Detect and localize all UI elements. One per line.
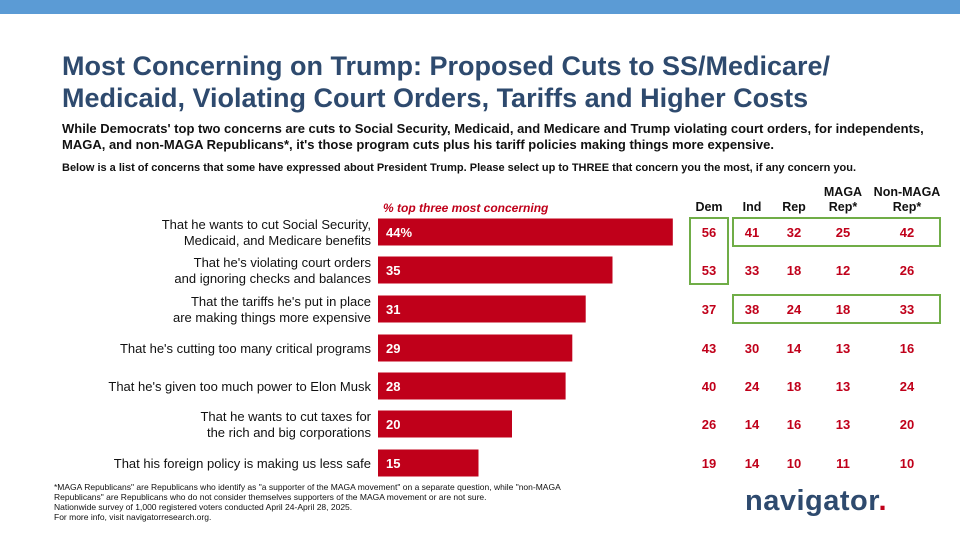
table-column-header: Non-MAGA Rep* — [867, 185, 947, 215]
table-cell-value: 24 — [787, 302, 802, 317]
bar-value-label: 31 — [386, 302, 400, 317]
category-label: That his foreign policy is making us les… — [114, 456, 371, 471]
highlight-box — [732, 217, 941, 247]
category-label-line: That his foreign policy is making us les… — [114, 456, 371, 471]
category-label: That he's violating court orders and igno… — [174, 255, 371, 286]
survey-question: Below is a list of concerns that some ha… — [62, 162, 857, 174]
title-line-2: Medicaid, Violating Court Orders, Tariff… — [62, 83, 809, 113]
table-cell-value: 33 — [745, 263, 759, 278]
table-cell-value: 10 — [900, 456, 914, 471]
bar — [378, 218, 673, 246]
bar-value-label: 35 — [386, 263, 400, 278]
category-label-line: That he's violating court orders — [194, 255, 372, 270]
table-cell-value: 24 — [745, 379, 760, 394]
bar — [378, 334, 573, 362]
category-label: That he's given too much power to Elon M… — [108, 379, 371, 394]
table-cell-value: 37 — [702, 302, 716, 317]
title-line-1: Most Concerning on Trump: Proposed Cuts … — [62, 51, 831, 81]
table-column-header: Rep — [754, 200, 834, 215]
table-column-header-line: Rep* — [828, 200, 858, 214]
category-label-line: and ignoring checks and balances — [174, 271, 371, 286]
table-cell-value: 38 — [745, 302, 759, 317]
category-label-line: That he's given too much power to Elon M… — [108, 379, 371, 394]
category-label: That he wants to cut Social Security, Med… — [162, 217, 372, 248]
page-title: Most Concerning on Trump: Proposed Cuts … — [62, 50, 922, 114]
table-cell-value: 30 — [745, 341, 759, 356]
footnote: *MAGA Republicans" are Republicans who i… — [54, 482, 654, 522]
table-cell-value: 42 — [900, 225, 914, 240]
table-cell-value: 41 — [745, 225, 759, 240]
table-cell-value: 14 — [745, 417, 760, 432]
bar — [378, 449, 479, 477]
table-column-header-line: Rep* — [892, 200, 922, 214]
table-cell-value: 53 — [702, 263, 716, 278]
table-cell-value: 13 — [836, 341, 850, 356]
category-label-line: That he wants to cut Social Security, — [162, 217, 371, 232]
table-column-header-line: Rep — [782, 200, 806, 214]
category-label-line: That he wants to cut taxes for — [200, 409, 371, 424]
table-cell-value: 16 — [787, 417, 801, 432]
category-label-line: That the tariffs he's put in place — [191, 294, 371, 309]
table-cell-value: 19 — [702, 456, 716, 471]
page-subtitle: While Democrats' top two concerns are cu… — [62, 121, 924, 152]
category-label-line: That he's cutting too many critical prog… — [120, 341, 372, 356]
footnote-line: For more info, visit navigatorresearch.o… — [54, 512, 212, 522]
category-label-line: the rich and big corporations — [207, 425, 372, 440]
category-label-line: Medicaid, and Medicare benefits — [184, 233, 372, 248]
highlight-box — [689, 217, 729, 285]
table-cell-value: 56 — [702, 225, 716, 240]
bar-value-label: 29 — [386, 341, 400, 356]
table-cell-value: 43 — [702, 341, 716, 356]
table-cell-value: 32 — [787, 225, 801, 240]
table-cell-value: 26 — [900, 263, 914, 278]
category-label: That he's cutting too many critical prog… — [120, 341, 372, 356]
bar-value-label: 15 — [386, 456, 400, 471]
table-column-header-line: Non-MAGA — [873, 185, 941, 199]
logo-dot: . — [878, 485, 887, 517]
bar — [378, 372, 566, 400]
table-cell-value: 13 — [836, 379, 850, 394]
footnote-line: Nationwide survey of 1,000 registered vo… — [54, 502, 353, 512]
category-label-line: are making things more expensive — [173, 310, 371, 325]
table-column-header-line: Dem — [695, 200, 723, 214]
table-column-header: Dem — [669, 200, 749, 215]
bar-axis-label: % top three most concerning — [383, 201, 549, 215]
bar — [378, 295, 586, 323]
bar-value-label: 20 — [386, 417, 400, 432]
footnote-line: *MAGA Republicans" are Republicans who i… — [54, 482, 561, 492]
navigator-logo: navigator. — [745, 485, 887, 518]
table-cell-value: 26 — [702, 417, 716, 432]
logo-text: navigator — [745, 485, 879, 517]
bar-value-label: 44% — [386, 225, 412, 240]
table-cell-value: 25 — [836, 225, 850, 240]
table-cell-value: 10 — [787, 456, 801, 471]
table-cell-value: 18 — [836, 302, 850, 317]
table-cell-value: 14 — [787, 341, 802, 356]
bar — [378, 256, 613, 284]
table-cell-value: 11 — [836, 456, 850, 471]
table-column-header: Ind — [712, 200, 792, 215]
table-cell-value: 24 — [900, 379, 915, 394]
top-accent-bar — [0, 0, 960, 14]
table-column-header: MAGA Rep* — [803, 185, 883, 215]
table-column-header-line: MAGA — [823, 185, 863, 199]
table-cell-value: 18 — [787, 379, 801, 394]
highlight-box — [732, 294, 941, 324]
category-label: That he wants to cut taxes for the rich a… — [200, 409, 371, 440]
table-cell-value: 16 — [900, 341, 914, 356]
table-cell-value: 13 — [836, 417, 850, 432]
table-cell-value: 14 — [745, 456, 760, 471]
table-cell-value: 40 — [702, 379, 716, 394]
category-label: That the tariffs he's put in place are ma… — [173, 294, 371, 325]
table-column-header-line: Ind — [742, 200, 762, 214]
footnote-line: Republicans" are Republicans who do not … — [54, 492, 487, 502]
table-cell-value: 18 — [787, 263, 801, 278]
table-cell-value: 33 — [900, 302, 914, 317]
bar-value-label: 28 — [386, 379, 400, 394]
table-cell-value: 20 — [900, 417, 914, 432]
bar — [378, 410, 512, 438]
table-cell-value: 12 — [836, 263, 850, 278]
